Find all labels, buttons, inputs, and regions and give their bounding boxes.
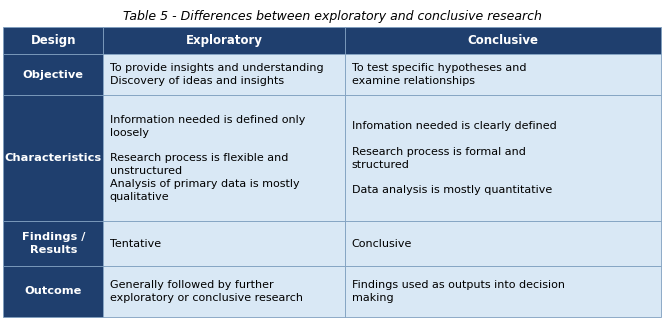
Bar: [345, 27, 661, 54]
Bar: [3, 27, 103, 54]
Text: Tentative: Tentative: [110, 239, 161, 249]
Text: Conclusive: Conclusive: [352, 239, 412, 249]
Text: Exploratory: Exploratory: [186, 34, 263, 47]
Bar: [103, 95, 345, 221]
Bar: [103, 27, 345, 54]
Bar: [345, 221, 661, 266]
Text: Infomation needed is clearly defined

Research process is formal and
structured
: Infomation needed is clearly defined Res…: [352, 121, 556, 196]
Text: To provide insights and understanding
Discovery of ideas and insights: To provide insights and understanding Di…: [110, 63, 323, 86]
Text: Characteristics: Characteristics: [5, 153, 102, 164]
Text: Generally followed by further
exploratory or conclusive research: Generally followed by further explorator…: [110, 280, 303, 303]
Bar: [345, 266, 661, 317]
Text: Information needed is defined only
loosely

Research process is flexible and
uns: Information needed is defined only loose…: [110, 115, 305, 202]
Bar: [103, 54, 345, 95]
Text: Outcome: Outcome: [25, 286, 82, 296]
Text: Conclusive: Conclusive: [467, 34, 539, 47]
Bar: [103, 266, 345, 317]
Text: Findings used as outputs into decision
making: Findings used as outputs into decision m…: [352, 280, 564, 303]
Text: Table 5 - Differences between exploratory and conclusive research: Table 5 - Differences between explorator…: [123, 10, 541, 23]
Bar: [3, 54, 103, 95]
Bar: [3, 95, 103, 221]
Bar: [345, 54, 661, 95]
Text: To test specific hypotheses and
examine relationships: To test specific hypotheses and examine …: [352, 63, 527, 86]
Text: Findings /
Results: Findings / Results: [22, 232, 85, 255]
Text: Objective: Objective: [23, 69, 84, 80]
Text: Design: Design: [31, 34, 76, 47]
Bar: [345, 95, 661, 221]
Bar: [103, 221, 345, 266]
Bar: [3, 221, 103, 266]
Bar: [3, 266, 103, 317]
